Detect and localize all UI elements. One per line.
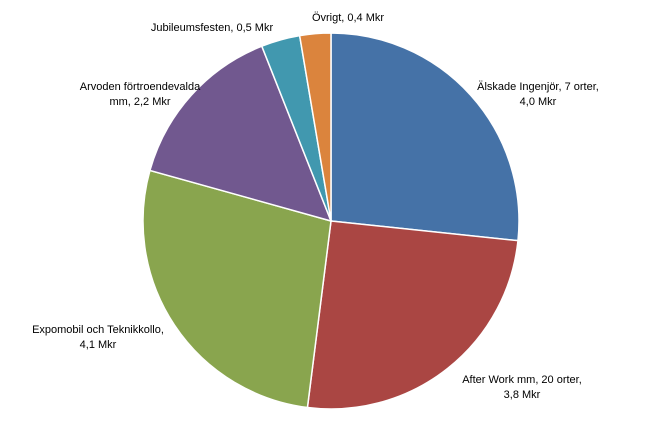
slice-label-2: After Work mm, 20 orter, 3,8 Mkr <box>462 374 582 401</box>
pie-slice-3 <box>142 169 332 409</box>
slice-label-line: Arvoden förtroendevalda <box>80 81 201 93</box>
pie-slice-6 <box>298 32 332 222</box>
slice-label-3: Expomobil och Teknikkollo, 4,1 Mkr <box>32 324 164 351</box>
slice-label-line: Expomobil och Teknikkollo, <box>32 324 164 336</box>
slice-label-line: 3,8 Mkr <box>504 389 541 401</box>
slice-label-line: Älskade Ingenjör, 7 orter, <box>477 81 599 93</box>
slice-label-line: Övrigt, 0,4 Mkr <box>312 12 384 24</box>
slice-label-line: After Work mm, 20 orter, <box>462 374 582 386</box>
slice-label-1: Älskade Ingenjör, 7 orter, 4,0 Mkr <box>477 81 599 108</box>
slice-label-4: Arvoden förtroendevalda mm, 2,2 Mkr <box>80 81 201 108</box>
slice-label-line: 4,0 Mkr <box>520 96 557 108</box>
slice-label-6: Övrigt, 0,4 Mkr <box>312 12 384 24</box>
slice-label-line: 4,1 Mkr <box>80 339 117 351</box>
pie-slice-1 <box>330 32 520 242</box>
slice-label-line: Jubileumsfesten, 0,5 Mkr <box>151 22 274 34</box>
slice-label-5: Jubileumsfesten, 0,5 Mkr <box>151 22 274 34</box>
slice-label-line: mm, 2,2 Mkr <box>109 96 170 108</box>
pie-slice-2 <box>306 220 519 410</box>
pie-slice-4 <box>149 45 333 223</box>
